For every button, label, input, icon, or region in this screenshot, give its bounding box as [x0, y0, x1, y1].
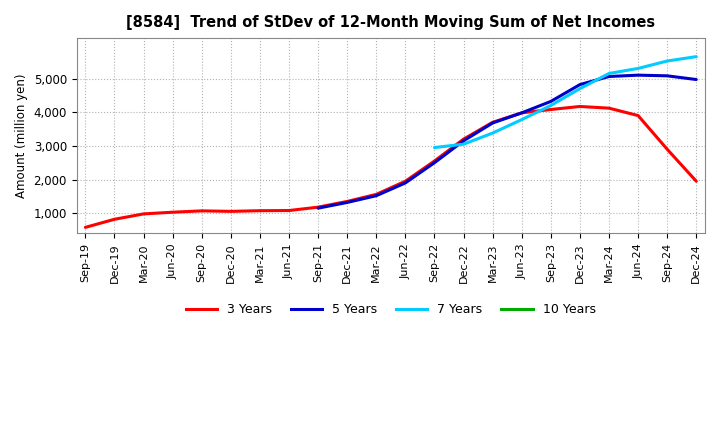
Title: [8584]  Trend of StDev of 12-Month Moving Sum of Net Incomes: [8584] Trend of StDev of 12-Month Moving…: [126, 15, 655, 30]
Legend: 3 Years, 5 Years, 7 Years, 10 Years: 3 Years, 5 Years, 7 Years, 10 Years: [181, 298, 600, 321]
Y-axis label: Amount (million yen): Amount (million yen): [15, 73, 28, 198]
